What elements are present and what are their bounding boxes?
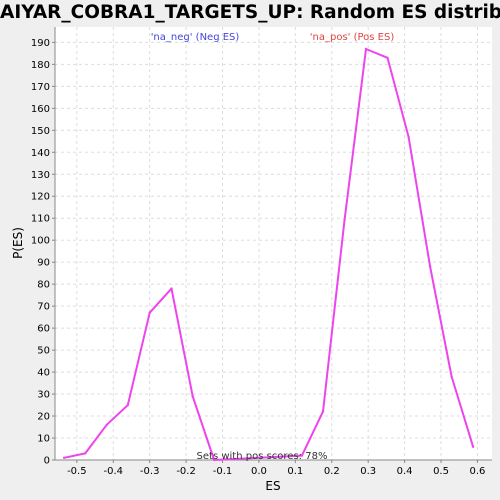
y-axis-title: P(ES) [11, 227, 25, 259]
y-tick-label: 90 [37, 258, 50, 269]
y-tick-label: 70 [37, 302, 50, 313]
series-neg-point [212, 458, 216, 462]
y-tick-label: 100 [31, 236, 50, 247]
x-tick-label: -0.5 [67, 466, 87, 477]
y-tick-label: 30 [37, 390, 50, 401]
y-tick-label: 150 [31, 126, 50, 137]
series-neg-point [126, 403, 130, 407]
y-tick-label: 40 [37, 368, 50, 379]
legend-pos-label: 'na_pos' (Pos ES) [310, 32, 395, 43]
y-tick-label: 10 [37, 434, 50, 445]
x-tick-label: -0.2 [176, 466, 196, 477]
y-tick-label: 160 [31, 104, 50, 115]
series-pos-point [428, 265, 432, 268]
series-connector-line [214, 454, 302, 461]
series-pos-point [471, 445, 475, 449]
x-tick-label: -0.4 [104, 466, 124, 477]
x-tick-label: -0.3 [140, 466, 160, 477]
x-tick-label: 0.1 [287, 466, 303, 477]
y-tick-label: 120 [31, 192, 50, 203]
y-tick-label: 140 [31, 148, 50, 159]
series-neg-line [63, 287, 216, 461]
x-tick-label: 0.6 [469, 466, 485, 477]
y-tick-label: 20 [37, 412, 50, 423]
series-neg-point [105, 423, 108, 427]
series-neg-point [170, 287, 173, 290]
series-pos-point [364, 47, 368, 51]
y-tick-label: 60 [37, 324, 50, 335]
x-tick-label: 0.5 [433, 466, 449, 477]
x-tick-label: 0.4 [397, 466, 413, 477]
series-neg-point [62, 456, 66, 460]
y-tick-label: 170 [31, 82, 50, 93]
axis-layer: 0 10 20 30 40 50 60 70 80 90 100 110 120 130 140 150 160… [31, 27, 492, 477]
series-pos-point [386, 56, 389, 59]
y-tick-label: 130 [31, 170, 50, 181]
series-neg-point [84, 452, 87, 455]
pos-scores-annotation: Sets with pos scores: 78% [197, 451, 328, 462]
plot-area [55, 27, 492, 460]
y-tick-label: 180 [31, 60, 50, 71]
series-pos-point [300, 454, 304, 457]
y-tick-label: 190 [31, 38, 50, 49]
x-axis-title: ES [265, 479, 280, 493]
series-pos-point [450, 375, 453, 378]
series-neg-point [191, 395, 194, 398]
y-tick-label: 50 [37, 346, 50, 357]
x-tick-label: 0.3 [360, 466, 376, 477]
x-tick-label: 0.0 [251, 466, 267, 477]
x-tick-label: -0.1 [213, 466, 233, 477]
series-neg-point [148, 311, 151, 314]
legend-neg-label: 'na_neg' (Neg ES) [151, 32, 240, 43]
series-pos-point [343, 219, 346, 222]
y-tick-label: 80 [37, 280, 50, 291]
chart-title: AIYAR_COBRA1_TARGETS_UP: Random ES distr… [0, 2, 500, 23]
series-layer [62, 47, 475, 462]
grid-layer [55, 27, 492, 460]
y-tick-label: 0 [44, 456, 50, 467]
y-tick-label: 110 [31, 214, 50, 225]
x-tick-label: 0.2 [324, 466, 340, 477]
series-pos-point [407, 135, 410, 139]
series-pos-point [321, 410, 325, 413]
